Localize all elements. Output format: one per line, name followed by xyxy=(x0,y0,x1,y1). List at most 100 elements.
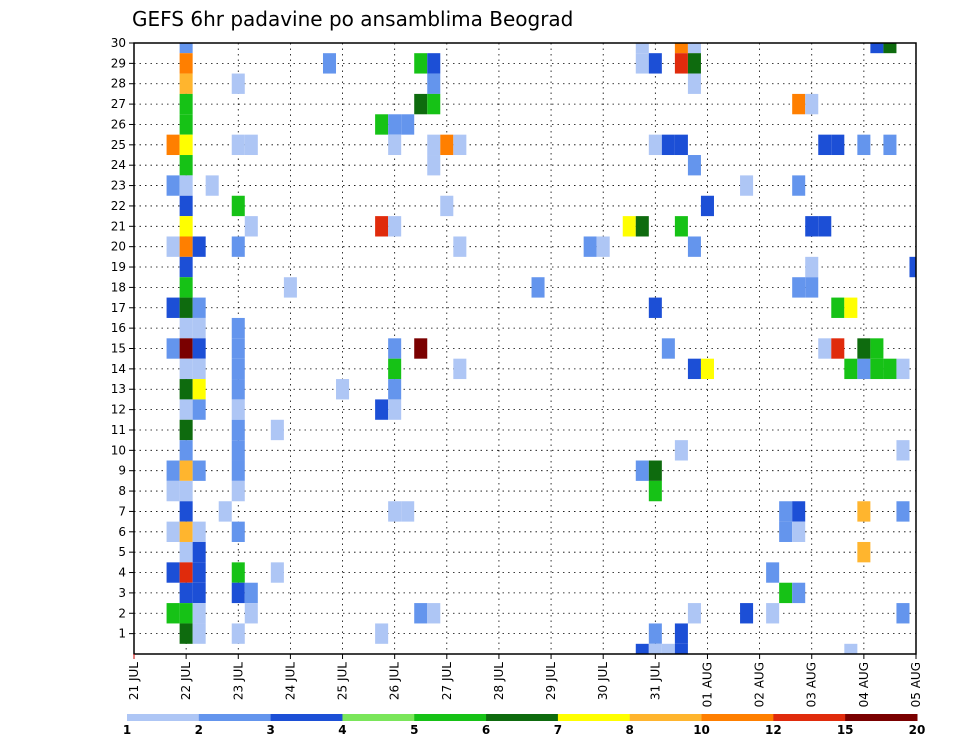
heatmap-cell xyxy=(179,134,193,156)
heatmap-cell xyxy=(336,379,350,400)
heatmap-cell xyxy=(179,399,193,420)
heatmap-cell xyxy=(192,521,206,542)
y-tick-label: 27 xyxy=(111,97,126,111)
heatmap-cell xyxy=(388,379,402,400)
heatmap-cell xyxy=(179,155,193,176)
heatmap-cell xyxy=(270,562,284,583)
heatmap-cell xyxy=(909,256,916,278)
y-tick-label: 1 xyxy=(118,627,126,641)
heatmap-cell xyxy=(740,603,754,624)
heatmap-cell xyxy=(322,53,337,74)
heatmap-cell xyxy=(166,521,180,542)
heatmap-cell xyxy=(179,317,193,339)
x-tick-label: 21 JUL xyxy=(127,662,141,700)
heatmap-cell xyxy=(192,379,206,400)
heatmap-cell xyxy=(375,216,389,237)
legend-label: 8 xyxy=(626,723,634,737)
heatmap-cell xyxy=(179,73,193,94)
heatmap-cell xyxy=(779,521,793,542)
heatmap-cell xyxy=(231,480,245,502)
heatmap-cell xyxy=(700,358,714,380)
heatmap-cell xyxy=(635,53,649,74)
heatmap-cell xyxy=(192,623,206,644)
heatmap-cell xyxy=(192,297,206,318)
heatmap-cell xyxy=(166,480,180,502)
y-tick-label: 10 xyxy=(111,443,126,457)
heatmap-cell xyxy=(231,379,245,400)
heatmap-cell xyxy=(231,562,245,583)
heatmap-cell xyxy=(661,643,675,654)
y-tick-label: 28 xyxy=(111,77,126,91)
heatmap-cell xyxy=(648,623,662,644)
heatmap-cell xyxy=(687,358,701,380)
x-tick-label: 28 JUL xyxy=(492,662,506,700)
y-tick-label: 29 xyxy=(111,56,126,70)
heatmap-cell xyxy=(179,43,193,54)
heatmap-cell xyxy=(740,175,754,196)
heatmap-cell xyxy=(427,53,441,74)
y-tick-label: 6 xyxy=(118,525,126,539)
heatmap-cell xyxy=(896,358,910,380)
heatmap-cell xyxy=(805,216,819,237)
y-tick-label: 11 xyxy=(111,423,126,437)
heatmap-cell xyxy=(179,541,193,563)
heatmap-cell xyxy=(375,623,389,644)
heatmap-cell xyxy=(179,216,193,237)
heatmap-cell xyxy=(427,134,441,156)
y-tick-label: 19 xyxy=(111,260,126,274)
y-tick-label: 15 xyxy=(111,342,126,356)
heatmap-cell xyxy=(179,236,193,257)
heatmap-cell xyxy=(192,603,206,624)
legend-swatch xyxy=(127,714,200,721)
heatmap-cell xyxy=(453,358,467,380)
legend-label: 7 xyxy=(554,723,562,737)
heatmap-cell xyxy=(453,236,467,257)
heatmap-cell xyxy=(179,93,193,115)
heatmap-cell xyxy=(192,236,206,257)
heatmap-cell xyxy=(687,603,701,624)
x-tick-label: 27 JUL xyxy=(440,662,454,700)
heatmap-cell xyxy=(192,582,206,604)
heatmap-cell xyxy=(779,582,793,604)
heatmap-cell xyxy=(844,297,858,318)
heatmap-cell xyxy=(218,501,232,522)
heatmap-cell xyxy=(166,562,180,583)
x-tick-label: 02 AUG xyxy=(753,662,767,707)
x-tick-label: 23 JUL xyxy=(231,662,245,700)
heatmap-cell xyxy=(427,155,441,176)
heatmap-cell xyxy=(179,440,193,461)
heatmap-cell xyxy=(179,480,193,502)
heatmap-cell xyxy=(844,643,858,654)
heatmap-cell xyxy=(231,73,245,94)
heatmap-cell xyxy=(596,236,610,257)
heatmap-cell xyxy=(388,358,402,380)
heatmap-cell xyxy=(883,134,897,156)
heatmap-cell xyxy=(622,216,636,237)
y-tick-label: 5 xyxy=(118,545,126,559)
heatmap-cell xyxy=(674,43,688,54)
heatmap-cell xyxy=(401,114,415,135)
heatmap-cell xyxy=(166,460,180,481)
heatmap-cell xyxy=(179,338,193,359)
y-axis: 1234567891011121314151617181920212223242… xyxy=(111,36,134,641)
legend-label: 3 xyxy=(266,723,274,737)
heatmap-cell xyxy=(244,134,258,156)
heatmap-cell xyxy=(179,53,193,74)
heatmap-cell xyxy=(635,43,649,54)
heatmap-cell xyxy=(648,643,662,654)
heatmap-cell xyxy=(453,134,467,156)
heatmap-cell xyxy=(792,93,806,115)
legend-label: 15 xyxy=(837,723,854,737)
heatmap-cell xyxy=(870,43,884,54)
heatmap-cell xyxy=(179,195,193,217)
heatmap-cell xyxy=(231,358,245,380)
heatmap-cell xyxy=(166,236,180,257)
heatmap-cell xyxy=(414,603,428,624)
heatmap-cell xyxy=(792,501,806,522)
legend-swatch xyxy=(270,714,343,721)
heatmap-cell xyxy=(388,216,402,237)
heatmap-cell xyxy=(674,134,688,156)
legend-swatch xyxy=(414,714,487,721)
heatmap-cell xyxy=(401,501,415,522)
